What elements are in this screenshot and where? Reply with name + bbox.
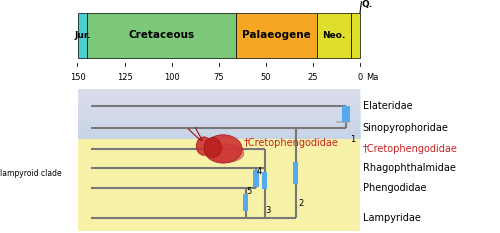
Text: 75: 75 — [214, 73, 224, 82]
Bar — [243, 194, 248, 212]
Text: Lampyridae: Lampyridae — [362, 213, 420, 223]
Bar — [78, 89, 360, 139]
Text: 0: 0 — [358, 73, 362, 82]
Text: 5: 5 — [246, 187, 252, 196]
Text: 100: 100 — [164, 73, 180, 82]
Text: Ma: Ma — [366, 73, 378, 82]
Text: 2: 2 — [298, 199, 304, 208]
Bar — [316, 13, 350, 58]
Bar — [342, 106, 350, 122]
Ellipse shape — [204, 135, 242, 163]
Text: Cretaceous: Cretaceous — [128, 31, 194, 41]
Bar — [350, 13, 360, 58]
Bar — [87, 13, 236, 58]
Ellipse shape — [204, 137, 222, 158]
Ellipse shape — [196, 137, 212, 155]
Text: Rhagophthalmidae: Rhagophthalmidae — [362, 163, 456, 173]
Text: Sinopyrophoridae: Sinopyrophoridae — [362, 123, 448, 133]
Text: Phengodidae: Phengodidae — [362, 183, 426, 193]
Text: †Cretophengodidae: †Cretophengodidae — [244, 138, 339, 148]
Text: Elateridae: Elateridae — [362, 101, 412, 111]
Text: Palaeogene: Palaeogene — [242, 31, 310, 41]
Text: 4: 4 — [257, 167, 262, 176]
Text: lampyroid clade: lampyroid clade — [0, 169, 62, 178]
Text: Neo.: Neo. — [322, 31, 345, 40]
Bar — [294, 162, 298, 184]
Text: 125: 125 — [116, 73, 132, 82]
Bar — [78, 13, 87, 58]
Text: 150: 150 — [70, 73, 86, 82]
Ellipse shape — [209, 144, 244, 162]
Text: 1: 1 — [350, 135, 355, 144]
Text: 25: 25 — [308, 73, 318, 82]
Text: 50: 50 — [260, 73, 271, 82]
Text: Jur.: Jur. — [74, 31, 90, 40]
Bar — [78, 139, 360, 231]
Text: Q.: Q. — [362, 0, 372, 9]
Bar — [236, 13, 316, 58]
Bar — [262, 172, 268, 189]
Text: †Cretophengodidae: †Cretophengodidae — [362, 144, 458, 154]
Text: 3: 3 — [266, 206, 271, 215]
Bar — [254, 170, 258, 187]
